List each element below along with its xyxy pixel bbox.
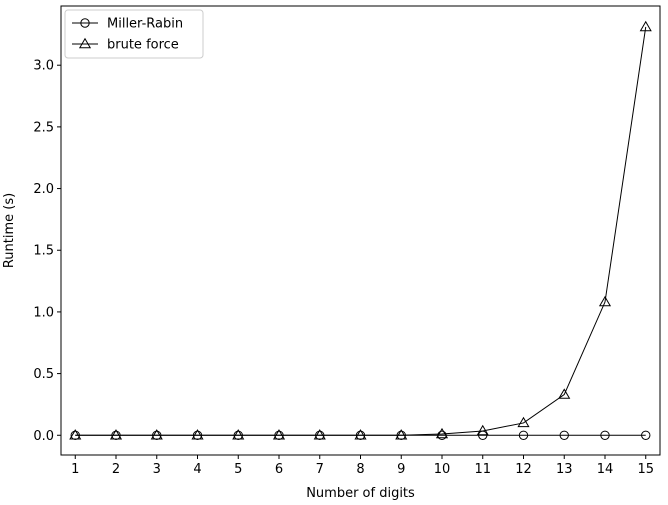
legend-label: Miller-Rabin <box>107 17 183 32</box>
triangle-marker <box>69 429 82 440</box>
x-axis-label: Number of digits <box>306 486 415 501</box>
legend: Miller-Rabin brute force <box>64 9 204 59</box>
y-axis-label: Runtime (s) <box>2 193 17 268</box>
triangle-marker <box>78 37 92 49</box>
triangle-marker <box>150 429 163 440</box>
x-tick-label: 7 <box>316 462 324 477</box>
y-tick-label: 2.5 <box>33 120 54 135</box>
y-tick-label: 3.0 <box>33 59 54 74</box>
y-tick-label: 1.5 <box>33 244 54 259</box>
triangle-marker <box>598 295 612 307</box>
series-line <box>75 26 647 436</box>
x-tick-label: 4 <box>193 462 201 477</box>
x-tick-label: 13 <box>556 462 573 477</box>
x-tick-label: 2 <box>112 462 120 477</box>
x-tick-label: 15 <box>637 462 654 477</box>
y-tick-label: 2.0 <box>33 182 54 197</box>
x-tick-label: 6 <box>275 462 283 477</box>
triangle-marker <box>191 429 204 440</box>
plot-area <box>60 5 661 456</box>
y-tick-label: 1.0 <box>33 305 54 320</box>
triangle-marker <box>639 20 652 32</box>
triangle-marker <box>517 416 530 428</box>
y-tick-label: 0.0 <box>33 429 54 444</box>
triangle-marker <box>232 429 245 440</box>
x-tick-label: 12 <box>515 462 532 477</box>
triangle-marker <box>272 429 286 440</box>
x-tick-label: 11 <box>474 462 491 477</box>
x-tick-label: 8 <box>356 462 364 477</box>
triangle-marker <box>395 429 408 440</box>
x-tick-label: 5 <box>234 462 242 477</box>
x-tick-label: 3 <box>153 462 161 477</box>
x-tick-label: 10 <box>434 462 451 477</box>
triangle-marker <box>476 424 489 436</box>
triangle-marker <box>313 429 326 440</box>
triangle-marker <box>558 388 571 399</box>
circle-marker <box>559 430 569 440</box>
series-brute-force <box>69 20 652 440</box>
legend-label: brute force <box>107 38 179 53</box>
circle-marker <box>80 18 90 28</box>
y-tick-label: 0.5 <box>33 367 54 382</box>
legend-item: Miller-Rabin <box>72 17 183 32</box>
triangle-marker <box>109 429 123 440</box>
circle-marker <box>641 430 651 440</box>
triangle-marker <box>435 427 449 439</box>
triangle-marker <box>354 429 367 440</box>
x-tick-label: 14 <box>597 462 614 477</box>
y-axis-ticks: 0.0 0.5 1.0 1.5 2.0 2.5 3.0 <box>33 59 61 444</box>
legend-box <box>64 9 204 59</box>
x-tick-label: 1 <box>71 462 79 477</box>
circle-marker <box>600 430 610 440</box>
series-layer <box>69 20 652 440</box>
legend-item: brute force <box>72 38 179 53</box>
x-axis-ticks: 1 2 3 4 5 6 7 8 9 10 11 12 13 14 15 <box>71 455 654 477</box>
plot-frame <box>60 5 661 456</box>
x-tick-label: 9 <box>397 462 405 477</box>
circle-marker <box>518 430 529 440</box>
